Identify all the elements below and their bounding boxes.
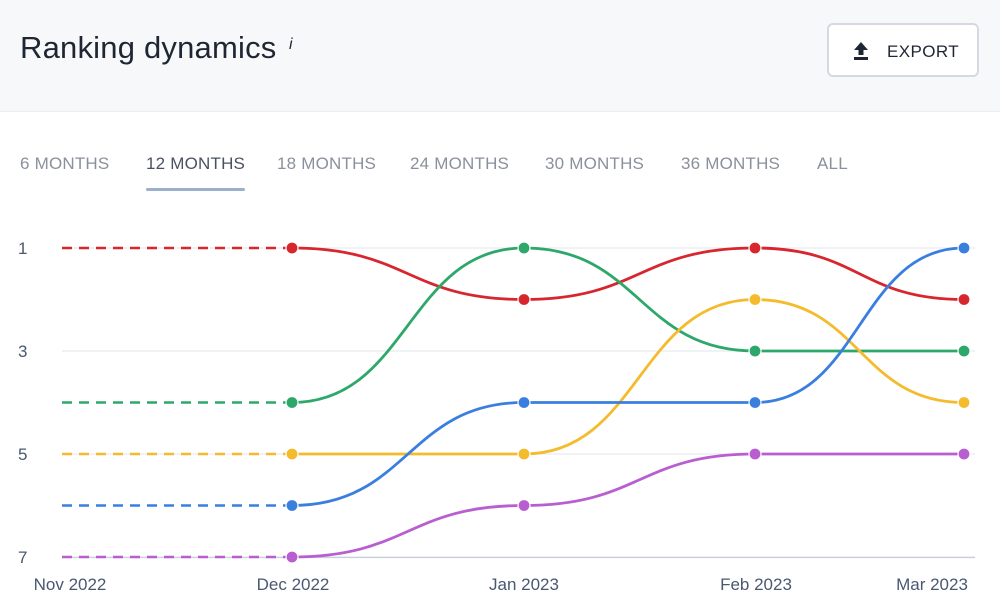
data-point	[957, 241, 971, 255]
y-tick-label: 3	[18, 342, 27, 361]
tab-30-months[interactable]: 30 MONTHS	[545, 154, 645, 173]
info-icon[interactable]: i	[289, 36, 293, 53]
data-point	[285, 447, 299, 461]
data-point	[957, 292, 971, 307]
header-bar: Ranking dynamics i EXPORT	[0, 0, 1000, 112]
page-title: Ranking dynamics	[20, 30, 277, 65]
data-point	[748, 241, 762, 255]
data-point	[517, 292, 531, 307]
data-point	[748, 447, 762, 461]
data-point	[285, 395, 299, 410]
series-line	[291, 452, 964, 559]
data-point	[957, 395, 971, 410]
export-button[interactable]: EXPORT	[827, 23, 979, 77]
x-tick-label: Nov 2022	[34, 575, 107, 594]
data-point	[285, 241, 299, 255]
tab-6-months[interactable]: 6 MONTHS	[20, 154, 110, 173]
series-line	[291, 246, 965, 301]
tab-18-months[interactable]: 18 MONTHS	[277, 154, 377, 173]
series-line	[291, 246, 965, 507]
y-tick-label: 7	[18, 548, 27, 567]
data-point	[285, 550, 299, 564]
tab-24-months[interactable]: 24 MONTHS	[410, 154, 510, 173]
x-tick-label: Feb 2023	[720, 575, 792, 594]
x-tick-label: Mar 2023	[896, 575, 968, 594]
data-point	[517, 241, 531, 255]
y-tick-label: 1	[18, 239, 27, 258]
data-point	[748, 292, 762, 307]
upload-arrow-icon	[854, 42, 868, 60]
data-point	[517, 395, 531, 410]
data-point	[957, 447, 971, 461]
data-point	[957, 344, 971, 358]
tab-36-months[interactable]: 36 MONTHS	[681, 154, 781, 173]
ranking-chart: 1 3 5 7 Nov 2022 Dec 2022 Jan 2023 Feb 2023 Mar …	[18, 239, 975, 594]
active-tab-indicator	[146, 188, 245, 191]
x-tick-label: Dec 2022	[257, 575, 330, 594]
x-tick-label: Jan 2023	[489, 575, 559, 594]
tab-all[interactable]: ALL	[817, 154, 848, 173]
series-line	[291, 246, 964, 404]
data-point	[517, 447, 531, 461]
data-point	[748, 344, 762, 358]
y-tick-label: 5	[18, 445, 27, 464]
series-line	[292, 298, 965, 456]
export-label: EXPORT	[887, 42, 959, 61]
period-tabs: 6 MONTHS 12 MONTHS 18 MONTHS 24 MONTHS 3…	[0, 148, 1000, 198]
data-point	[748, 395, 762, 410]
tab-12-months[interactable]: 12 MONTHS	[146, 154, 246, 173]
data-point	[517, 498, 531, 513]
data-point	[285, 498, 299, 513]
